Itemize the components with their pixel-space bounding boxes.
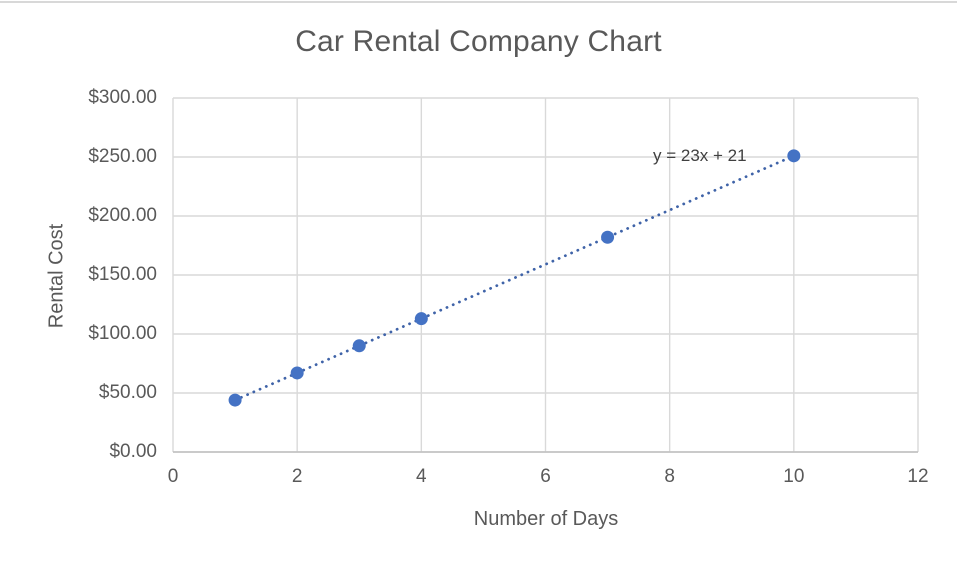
x-axis-title: Number of Days	[473, 508, 619, 530]
data-point-marker	[601, 230, 615, 244]
x-tick-label: 4	[416, 466, 427, 487]
y-tick-label: $150.00	[88, 264, 157, 285]
data-point-marker	[290, 366, 304, 380]
x-tick-label: 6	[540, 466, 551, 487]
x-tick-label: 12	[907, 466, 929, 487]
trendline	[233, 154, 796, 402]
data-point-marker	[352, 339, 366, 353]
y-tick-label: $0.00	[109, 441, 157, 462]
y-tick-label: $200.00	[88, 205, 157, 226]
x-tick-label: 2	[291, 466, 303, 487]
x-tick-label: 0	[167, 466, 179, 487]
y-axis-title: Rental Cost	[45, 223, 68, 329]
trendline-equation-label: y = 23x + 21	[653, 146, 747, 165]
x-tick-label: 8	[664, 466, 675, 487]
y-tick-label: $100.00	[88, 323, 157, 344]
y-tick-label: $50.00	[98, 382, 157, 403]
data-point-marker	[787, 149, 801, 163]
x-tick-label: 10	[783, 466, 805, 487]
chart-top-border	[0, 1, 957, 3]
data-point-marker	[228, 393, 242, 407]
chart-title: Car Rental Company Chart	[295, 25, 662, 58]
y-tick-label: $250.00	[88, 146, 157, 167]
y-tick-label: $300.00	[88, 87, 157, 108]
data-point-marker	[414, 312, 428, 326]
